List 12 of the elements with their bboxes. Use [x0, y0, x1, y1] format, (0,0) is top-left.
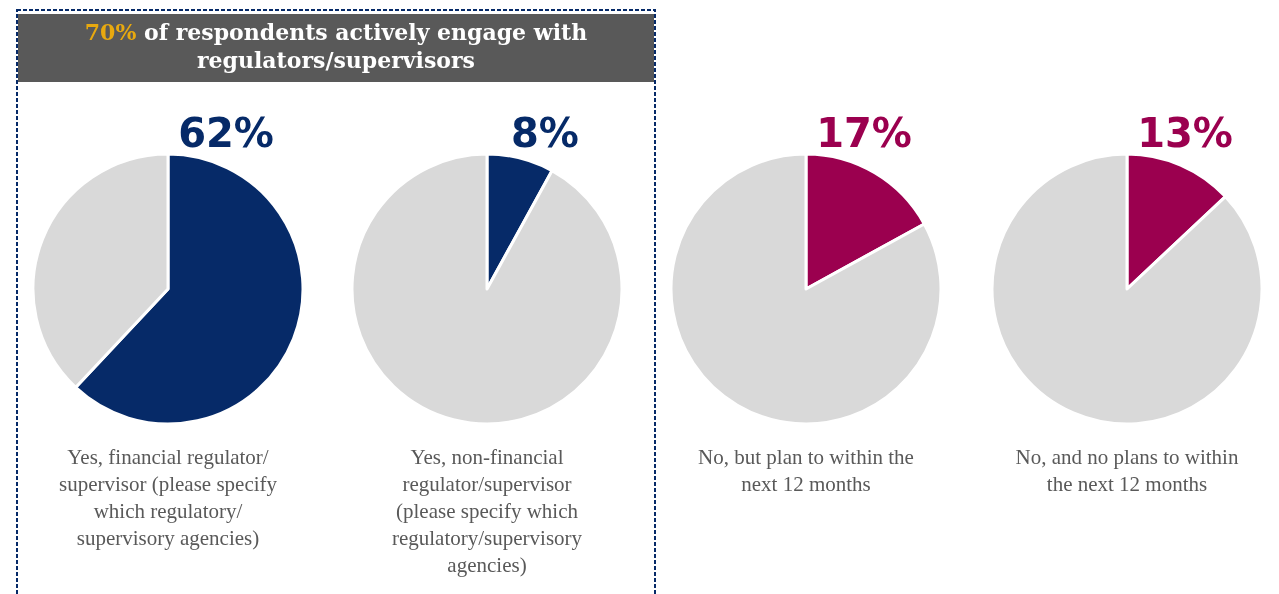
data-label: 8% [511, 110, 579, 156]
text: Yes, non-financial regulator/supervisor (please specify which regulatory/supervisory agencies) [391, 445, 583, 577]
text: Yes, financial regulator/ supervisor (please specify which regulatory/ supervisory agencies) [58, 445, 278, 550]
text: No, but plan to within the next 12 months [698, 445, 914, 496]
pie-slice [669, 152, 943, 426]
data-label: 62% [178, 110, 274, 156]
data-label: 17% [816, 110, 912, 156]
pie-slice [350, 152, 624, 426]
chart-title: 70% of respondents actively engage with regulators/supervisors [84, 19, 588, 73]
data-label: 13% [1137, 110, 1233, 156]
pie-slice [990, 152, 1264, 426]
text: No, and no plans to within the next 12 months [1015, 445, 1239, 496]
